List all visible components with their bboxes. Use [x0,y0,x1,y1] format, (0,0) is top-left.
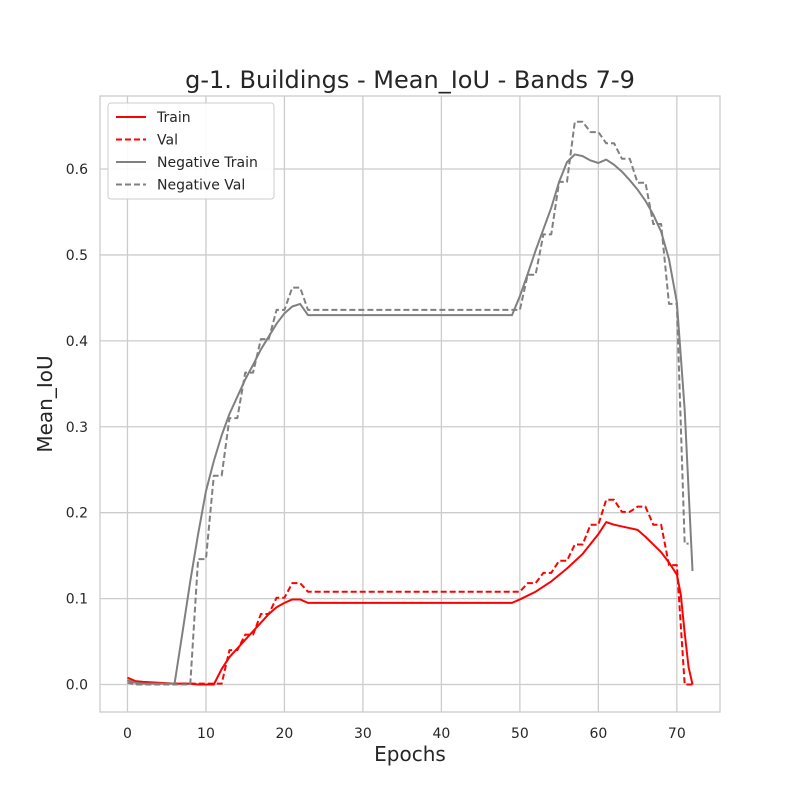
legend-label-1: Val [157,133,178,149]
chart-title: g-1. Buildings - Mean_IoU - Bands 7-9 [185,66,635,94]
legend-label-0: Train [156,110,191,126]
x-tick-label: 0 [123,726,132,742]
x-tick-label: 50 [511,726,529,742]
y-tick-label: 0.6 [66,162,88,178]
x-axis-title: Epochs [374,742,446,766]
tick-labels: 0 10 20 30 40 50 60 70 0.0 0.1 0.2 0.3 0.4 0.5 0.6 [66,162,686,742]
grid [100,96,720,712]
y-tick-label: 0.4 [66,334,88,350]
x-tick-label: 20 [276,726,294,742]
legend-label-3: Negative Val [157,178,245,194]
legend-label-2: Negative Train [157,155,258,171]
series-layer [127,120,694,686]
y-axis-title: Mean_IoU [33,355,57,452]
x-tick-label: 70 [668,726,686,742]
series-line-3 [127,120,689,686]
x-tick-label: 40 [432,726,450,742]
series-line-1 [127,498,693,686]
y-tick-label: 0.1 [66,592,88,608]
y-tick-label: 0.2 [66,506,88,522]
series-line-0 [127,521,694,686]
y-tick-label: 0.0 [66,678,88,694]
legend-box [107,102,275,200]
plot-frame [99,95,721,713]
legend: Train Val Negative Train Negative Val [107,102,275,200]
series-line-2 [127,153,694,685]
y-tick-label: 0.3 [66,420,88,436]
x-tick-label: 10 [197,726,215,742]
x-tick-label: 30 [354,726,372,742]
y-tick-label: 0.5 [66,248,88,264]
x-tick-label: 60 [589,726,607,742]
